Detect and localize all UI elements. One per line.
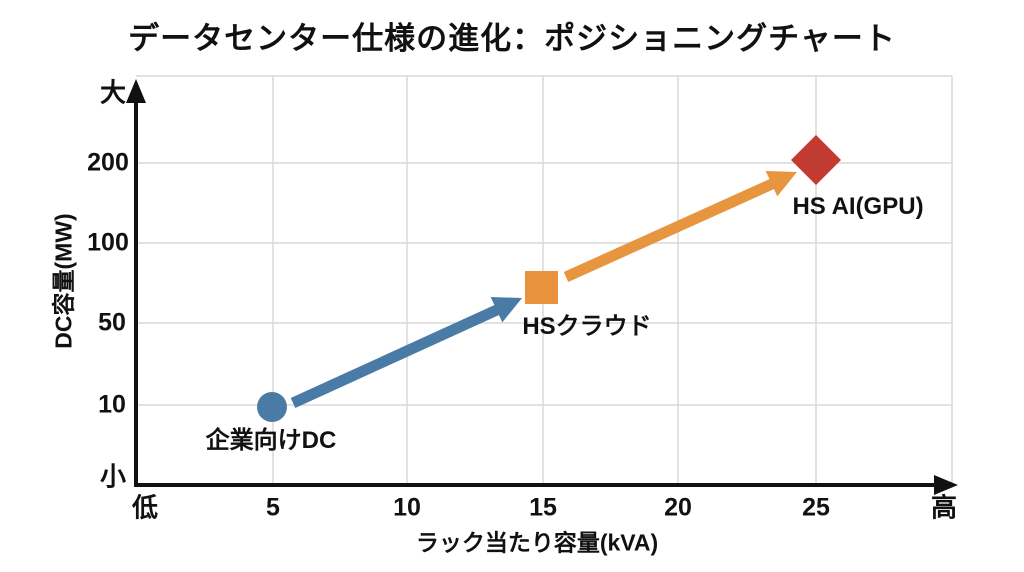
point-label-enterprise-dc: 企業向けDC	[205, 426, 337, 454]
x-axis-max-label: 高	[930, 492, 958, 523]
trend-arrow-2-shaft	[563, 178, 775, 283]
point-label-hs-ai-gpu: HS AI(GPU)	[792, 192, 924, 220]
x-tick-5: 5	[266, 493, 280, 522]
x-tick-15: 15	[529, 493, 557, 522]
markers	[257, 135, 841, 422]
y-axis-arrow-icon	[126, 79, 146, 103]
trend-arrow-1-shaft	[290, 303, 502, 409]
y-axis-min-label: 小	[99, 461, 127, 492]
x-axis-arrow-icon	[934, 475, 958, 495]
trend-arrow-1-head-icon	[490, 297, 522, 323]
axes	[126, 79, 958, 495]
y-tick-200: 200	[87, 148, 129, 177]
x-axis-title: ラック当たり容量(kVA)	[415, 529, 659, 556]
trend-arrows	[290, 171, 797, 409]
marker-enterprise-dc	[257, 392, 287, 422]
marker-hs-ai-gpu	[791, 135, 841, 185]
y-tick-10: 10	[98, 390, 126, 419]
y-axis-title: DC容量(MW)	[50, 213, 77, 349]
x-tick-25: 25	[802, 493, 830, 522]
page-title: データセンター仕様の進化：ポジショニングチャート	[128, 20, 896, 56]
x-axis-min-label: 低	[131, 492, 159, 523]
x-tick-20: 20	[664, 493, 692, 522]
point-label-hs-cloud: HSクラウド	[522, 312, 652, 340]
y-tick-50: 50	[98, 308, 126, 337]
x-tick-10: 10	[393, 493, 421, 522]
y-tick-100: 100	[87, 228, 129, 257]
trend-arrow-2-head-icon	[765, 171, 797, 197]
y-axis-max-label: 大	[99, 77, 127, 108]
marker-hs-cloud	[525, 271, 558, 304]
